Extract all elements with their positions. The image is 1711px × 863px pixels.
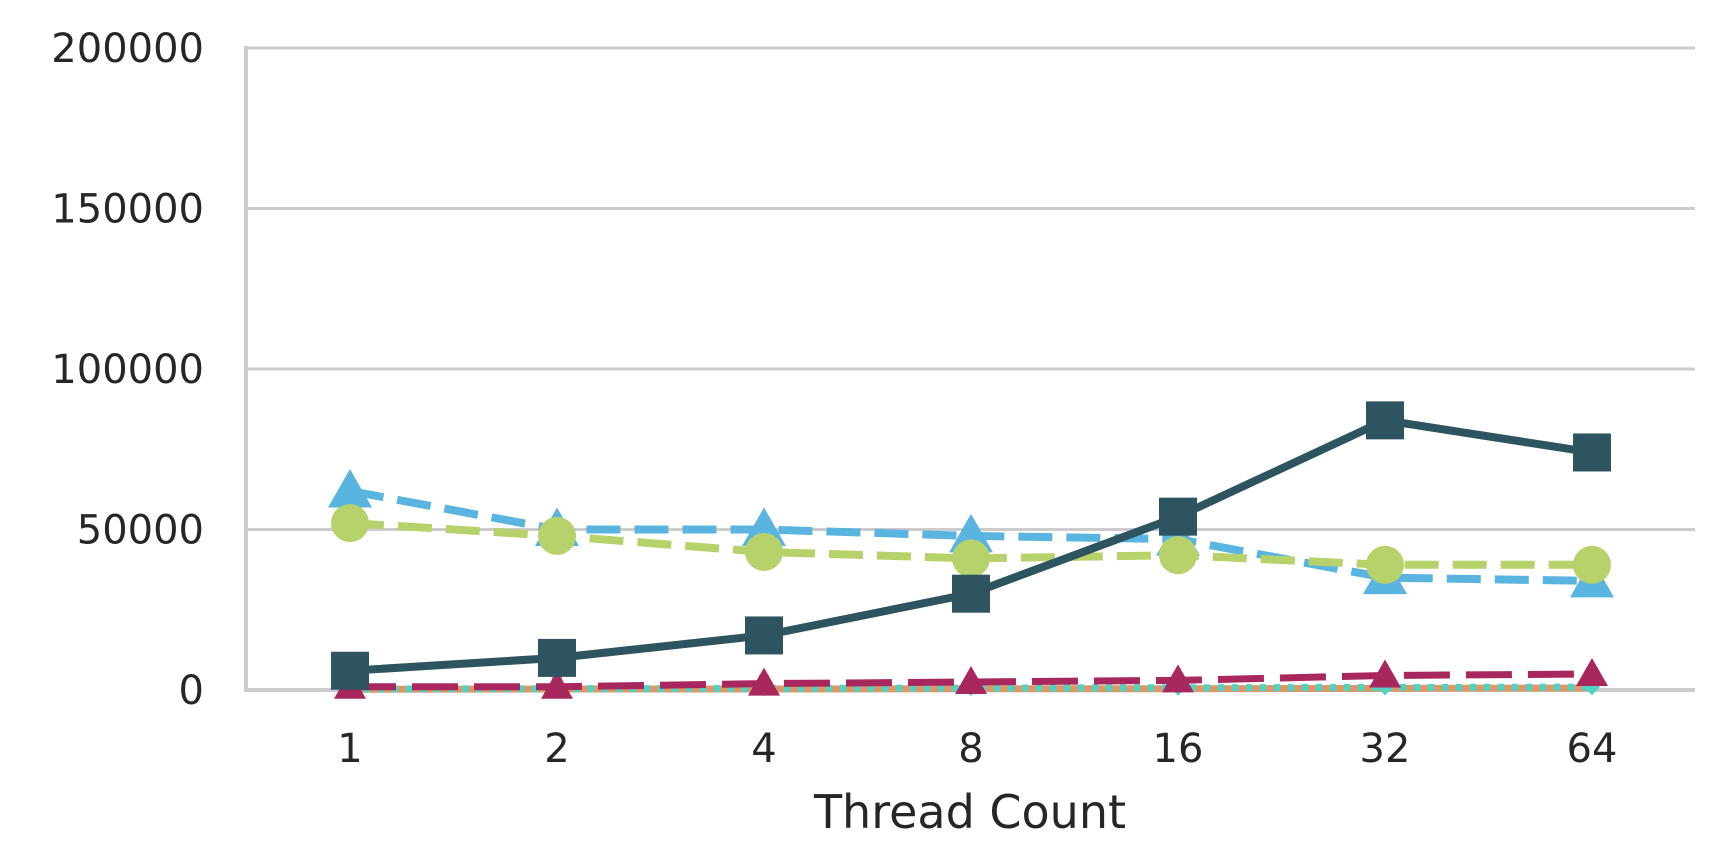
x-tick-label: 8 bbox=[958, 726, 983, 772]
data-point bbox=[328, 468, 372, 508]
x-tick-label: 16 bbox=[1153, 726, 1204, 772]
data-point bbox=[1366, 545, 1404, 584]
data-point bbox=[748, 667, 780, 696]
x-tick-label: 32 bbox=[1360, 726, 1411, 772]
data-point bbox=[1159, 497, 1197, 536]
y-tick-label: 150000 bbox=[51, 187, 204, 233]
x-tick-label: 2 bbox=[544, 726, 569, 772]
data-point bbox=[742, 507, 786, 546]
data-point bbox=[949, 513, 993, 553]
data-point bbox=[1366, 401, 1404, 440]
x-tick-label: 4 bbox=[751, 726, 776, 772]
series-3 bbox=[334, 657, 1608, 699]
y-tick-label: 100000 bbox=[51, 347, 204, 393]
data-point bbox=[1573, 545, 1611, 584]
data-point bbox=[331, 504, 369, 543]
data-point bbox=[952, 539, 990, 578]
y-tick-label: 200000 bbox=[51, 26, 204, 72]
data-point bbox=[1369, 659, 1401, 688]
data-point bbox=[331, 651, 369, 690]
x-axis-title: Thread Count bbox=[813, 785, 1126, 839]
y-tick-labels: 0 50000 100000 150000 200000 bbox=[51, 26, 204, 714]
grid-lines bbox=[246, 46, 1695, 531]
data-point bbox=[745, 532, 783, 571]
data-point bbox=[952, 574, 990, 613]
y-tick-label: 0 bbox=[179, 668, 204, 714]
series-2 bbox=[331, 504, 1611, 584]
data-point bbox=[1159, 536, 1197, 575]
series-layer bbox=[328, 401, 1614, 699]
data-point bbox=[541, 670, 573, 699]
data-point bbox=[955, 665, 987, 694]
x-tick-label: 64 bbox=[1567, 726, 1618, 772]
data-point bbox=[538, 638, 576, 677]
data-point bbox=[1576, 657, 1608, 686]
data-point bbox=[538, 516, 576, 555]
y-tick-label: 50000 bbox=[77, 508, 204, 554]
x-tick-labels: 1 2 4 8 16 32 64 bbox=[337, 726, 1617, 772]
data-point bbox=[1573, 433, 1611, 472]
data-point bbox=[1162, 664, 1194, 693]
series-0 bbox=[331, 401, 1611, 690]
x-tick-label: 1 bbox=[337, 726, 362, 772]
data-point bbox=[745, 616, 783, 655]
